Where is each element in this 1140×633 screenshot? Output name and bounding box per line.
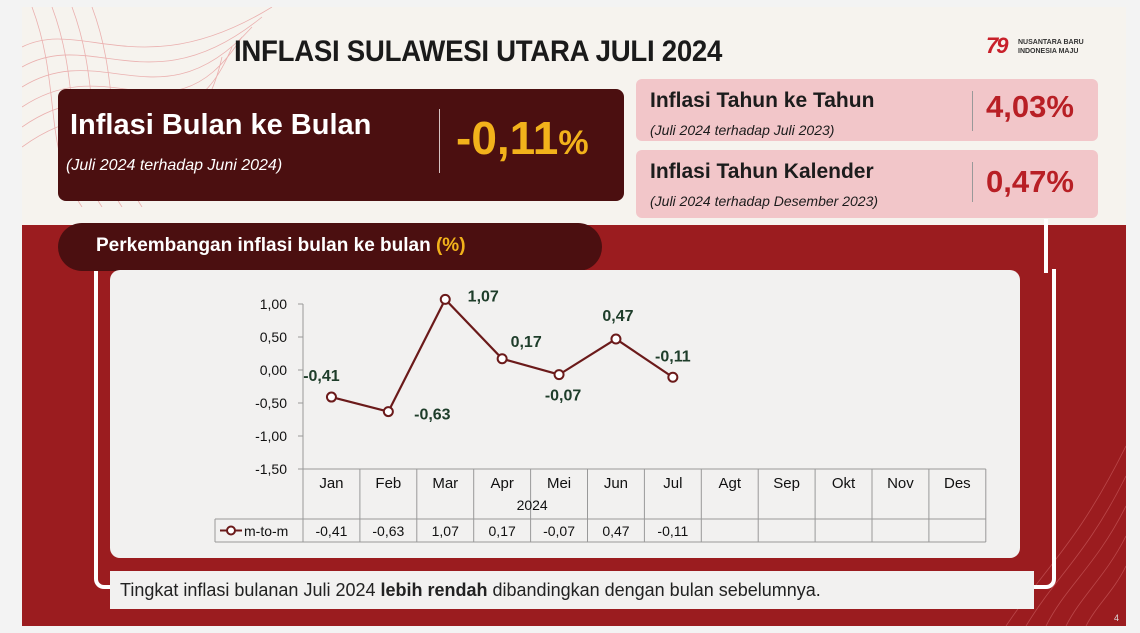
ytd-label: Inflasi Tahun Kalender <box>650 160 874 183</box>
table-cell-value: -0,11 <box>657 523 688 539</box>
caption-text-after: dibandingkan dengan bulan sebelumnya. <box>487 580 821 600</box>
data-point <box>382 406 394 418</box>
mtm-value-unit: % <box>558 124 589 162</box>
table-cell-value: -0,63 <box>372 523 404 539</box>
x-tick-label: Mar <box>432 475 458 492</box>
caption: Tingkat inflasi bulanan Juli 2024 lebih … <box>120 580 821 601</box>
data-label: 0,17 <box>511 334 542 351</box>
x-year-label: 2024 <box>517 497 548 513</box>
logo-mark: 79 <box>986 33 1009 58</box>
x-tick-label: Feb <box>375 475 401 492</box>
y-tick-label: -1,50 <box>255 461 287 477</box>
x-tick-label: Des <box>944 475 971 492</box>
x-tick-label: Apr <box>490 475 513 492</box>
y-tick-label: 1,00 <box>260 296 287 312</box>
x-tick-label: Mei <box>547 475 571 492</box>
x-tick-label: Jun <box>604 475 628 492</box>
ytd-subtitle: (Juli 2024 terhadap Desember 2023) <box>650 193 879 209</box>
data-label: 0,47 <box>602 308 633 325</box>
logo: 79 NUSANTARA BARU INDONESIA MAJU <box>986 33 1106 63</box>
data-label: -0,41 <box>303 368 340 385</box>
x-tick-label: Jan <box>319 475 343 492</box>
y-tick-label: 0,50 <box>260 329 287 345</box>
ytd-divider <box>972 162 973 202</box>
data-point <box>496 353 508 365</box>
data-label: -0,07 <box>545 388 582 405</box>
section-title-unit: (%) <box>435 235 466 256</box>
section-title-text: Perkembangan inflasi bulan ke bulan <box>96 235 436 256</box>
x-tick-label: Sep <box>773 475 800 492</box>
table-cell-value: 0,47 <box>602 523 629 539</box>
mtm-divider <box>439 109 440 173</box>
legend-marker <box>226 525 236 536</box>
x-tick-label: Agt <box>718 475 741 492</box>
yoy-label: Inflasi Tahun ke Tahun <box>650 89 875 112</box>
x-tick-label: Jul <box>663 475 682 492</box>
mtm-label: Inflasi Bulan ke Bulan <box>70 109 372 141</box>
x-tick-label: Nov <box>887 475 914 492</box>
mtm-subtitle: (Juli 2024 terhadap Juni 2024) <box>66 157 283 174</box>
y-tick-label: 0,00 <box>260 362 287 378</box>
yoy-inflation-card: Inflasi Tahun ke Tahun (Juli 2024 terhad… <box>636 79 1098 141</box>
section-title: Perkembangan inflasi bulan ke bulan (%) <box>96 235 466 257</box>
caption-box: Tingkat inflasi bulanan Juli 2024 lebih … <box>110 571 1034 609</box>
table-cell-value: -0,07 <box>543 523 575 539</box>
chart-frame-right-edge <box>1044 219 1048 273</box>
legend-label: m-to-m <box>244 523 288 539</box>
data-label: -0,11 <box>655 348 691 365</box>
caption-text-before: Tingkat inflasi bulanan Juli 2024 <box>120 580 381 600</box>
mtm-value-number: -0,11 <box>456 112 559 164</box>
yoy-value: 4,03% <box>986 89 1074 124</box>
data-point <box>610 333 622 345</box>
mtm-line-chart: 1,00 0,50 0,00 -0,50 -1,00 -1,50 Jan Feb Mar Apr M… <box>214 288 987 543</box>
data-label: -0,63 <box>414 407 451 424</box>
y-tick-label: -0,50 <box>255 395 287 411</box>
table-cell-value: -0,41 <box>315 523 347 539</box>
slide: INFLASI SULAWESI UTARA JULI 2024 79 NUSA… <box>22 7 1126 626</box>
yoy-subtitle: (Juli 2024 terhadap Juli 2023) <box>650 122 835 138</box>
yoy-divider <box>972 91 973 131</box>
mtm-value: -0,11% <box>456 111 589 165</box>
logo-text-line1: NUSANTARA BARU <box>1018 39 1084 46</box>
table-cell-value: 1,07 <box>432 523 459 539</box>
mtm-inflation-card: Inflasi Bulan ke Bulan (Juli 2024 terhad… <box>58 89 624 201</box>
data-label: 1,07 <box>468 288 499 305</box>
x-tick-label: Okt <box>832 475 856 492</box>
data-point <box>667 371 679 383</box>
data-point <box>439 293 451 305</box>
page-number: 4 <box>1114 613 1120 623</box>
data-point <box>325 391 337 403</box>
logo-text-line2: INDONESIA MAJU <box>1018 48 1079 55</box>
ytd-inflation-card: Inflasi Tahun Kalender (Juli 2024 terhad… <box>636 150 1098 218</box>
table-cell-value: 0,17 <box>489 523 516 539</box>
chart-panel: 1,00 0,50 0,00 -0,50 -1,00 -1,50 Jan Feb Mar Apr M… <box>110 270 1020 558</box>
page-title: INFLASI SULAWESI UTARA JULI 2024 <box>234 35 723 68</box>
caption-text-bold: lebih rendah <box>380 580 488 600</box>
section-header: Perkembangan inflasi bulan ke bulan (%) <box>58 223 602 271</box>
ytd-value: 0,47% <box>986 164 1074 199</box>
y-tick-label: -1,00 <box>255 428 287 444</box>
data-point <box>553 369 565 381</box>
